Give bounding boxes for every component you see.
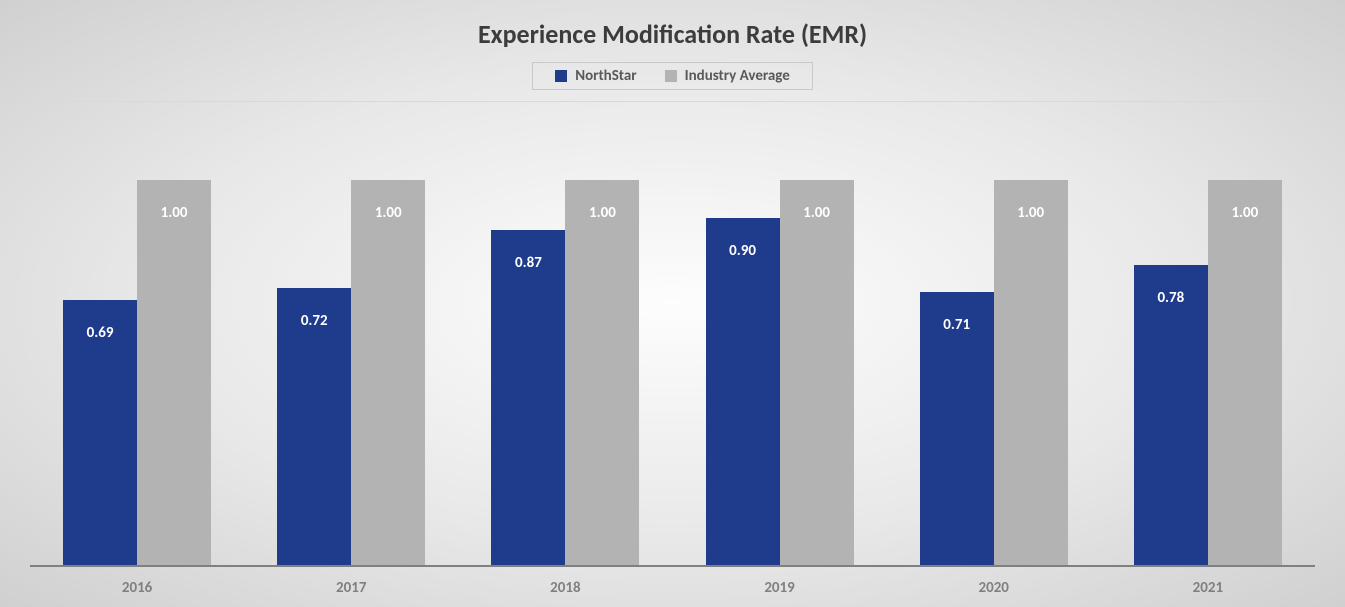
bar-industry: 1.00 <box>780 180 854 568</box>
bar-industry: 1.00 <box>565 180 639 568</box>
bar-wrap: 0.71 <box>920 102 994 567</box>
bar-groups: 0.69 1.00 0.72 1.00 0.87 1.00 0.90 1.00 0.71 1.00… <box>30 102 1315 567</box>
emr-chart: Experience Modification Rate (EMR) North… <box>0 0 1345 607</box>
bar-industry: 1.00 <box>351 180 425 568</box>
bar-wrap: 1.00 <box>351 102 425 567</box>
bar-northstar: 0.87 <box>491 230 565 567</box>
bar-wrap: 0.78 <box>1134 102 1208 567</box>
bar-northstar: 0.90 <box>706 218 780 567</box>
bar-label-northstar: 0.71 <box>943 316 970 334</box>
bar-label-northstar: 0.69 <box>87 324 114 342</box>
bar-group: 0.71 1.00 <box>920 102 1068 567</box>
gridline <box>30 101 1315 102</box>
x-tick: 2017 <box>277 579 425 597</box>
bar-northstar: 0.78 <box>1134 265 1208 567</box>
bar-label-industry: 1.00 <box>589 204 616 222</box>
bar-label-industry: 1.00 <box>1017 204 1044 222</box>
bar-group: 0.90 1.00 <box>706 102 854 567</box>
x-tick: 2021 <box>1134 579 1282 597</box>
x-baseline <box>30 565 1315 567</box>
bar-northstar: 0.71 <box>920 292 994 567</box>
bar-group: 0.72 1.00 <box>277 102 425 567</box>
bar-wrap: 0.69 <box>63 102 137 567</box>
bar-industry: 1.00 <box>1208 180 1282 568</box>
bar-wrap: 0.72 <box>277 102 351 567</box>
legend-item-industry: Industry Average <box>665 67 790 85</box>
bar-label-industry: 1.00 <box>375 204 402 222</box>
bar-label-northstar: 0.87 <box>515 254 542 272</box>
bar-industry: 1.00 <box>994 180 1068 568</box>
bar-label-industry: 1.00 <box>161 204 188 222</box>
bar-group: 0.69 1.00 <box>63 102 211 567</box>
x-axis: 2016 2017 2018 2019 2020 2021 <box>30 567 1315 597</box>
legend-swatch-industry <box>665 70 677 82</box>
x-tick: 2020 <box>920 579 1068 597</box>
chart-legend: NorthStar Industry Average <box>532 62 813 90</box>
x-tick: 2018 <box>491 579 639 597</box>
bar-wrap: 0.87 <box>491 102 565 567</box>
bar-group: 0.87 1.00 <box>491 102 639 567</box>
legend-swatch-northstar <box>555 70 567 82</box>
x-tick: 2019 <box>706 579 854 597</box>
bar-wrap: 1.00 <box>1208 102 1282 567</box>
bar-northstar: 0.69 <box>63 300 137 567</box>
chart-title: Experience Modification Rate (EMR) <box>30 18 1315 50</box>
legend-item-northstar: NorthStar <box>555 67 636 85</box>
bar-wrap: 0.90 <box>706 102 780 567</box>
bar-label-northstar: 0.72 <box>301 312 328 330</box>
bar-wrap: 1.00 <box>137 102 211 567</box>
bar-northstar: 0.72 <box>277 288 351 567</box>
legend-label-industry: Industry Average <box>685 67 790 85</box>
legend-label-northstar: NorthStar <box>575 67 636 85</box>
bar-wrap: 1.00 <box>780 102 854 567</box>
bar-label-industry: 1.00 <box>1231 204 1258 222</box>
x-tick: 2016 <box>63 579 211 597</box>
bar-wrap: 1.00 <box>565 102 639 567</box>
bar-label-northstar: 0.90 <box>729 242 756 260</box>
bar-label-northstar: 0.78 <box>1157 289 1184 307</box>
bar-group: 0.78 1.00 <box>1134 102 1282 567</box>
bar-industry: 1.00 <box>137 180 211 568</box>
bar-label-industry: 1.00 <box>803 204 830 222</box>
bar-wrap: 1.00 <box>994 102 1068 567</box>
plot-area: 0.69 1.00 0.72 1.00 0.87 1.00 0.90 1.00 0.71 1.00… <box>30 102 1315 567</box>
